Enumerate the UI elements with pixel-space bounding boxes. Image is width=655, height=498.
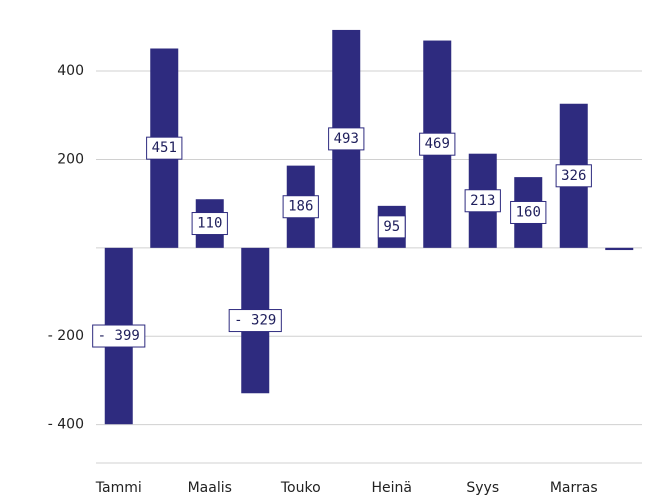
x-tick-label: Syys	[466, 480, 499, 496]
x-tick-label: Heinä	[372, 480, 412, 496]
data-label: - 399	[98, 328, 140, 344]
bar	[605, 247, 634, 251]
data-label-box	[419, 132, 456, 156]
data-label-box	[92, 324, 146, 348]
data-label: 469	[425, 136, 450, 152]
data-label: 186	[288, 199, 313, 215]
x-tick-label: Maalis	[188, 480, 232, 496]
y-tick-label: - 200	[48, 328, 84, 344]
data-label-box	[282, 195, 319, 219]
data-label: 110	[197, 216, 222, 232]
x-tick-label: Tammi	[95, 480, 142, 496]
data-label: 493	[334, 131, 359, 147]
data-label-box	[146, 136, 183, 160]
data-label: 95	[383, 219, 400, 235]
y-tick-label: - 400	[48, 417, 84, 433]
data-label-box	[555, 164, 592, 188]
data-label: - 329	[234, 313, 276, 329]
x-tick-label: Touko	[280, 480, 321, 496]
data-label-box	[377, 215, 406, 239]
data-label: 160	[516, 204, 541, 220]
data-label-box	[328, 127, 365, 151]
data-label-box	[191, 212, 228, 236]
data-label: 326	[561, 168, 586, 184]
data-label-box	[228, 309, 282, 333]
y-tick-label: 400	[57, 63, 84, 79]
data-label-box	[510, 200, 547, 224]
data-label: 213	[470, 193, 495, 209]
data-label-box	[464, 189, 501, 213]
data-label: 451	[152, 140, 177, 156]
y-tick-label: 200	[57, 151, 84, 167]
x-tick-label: Marras	[550, 480, 598, 496]
